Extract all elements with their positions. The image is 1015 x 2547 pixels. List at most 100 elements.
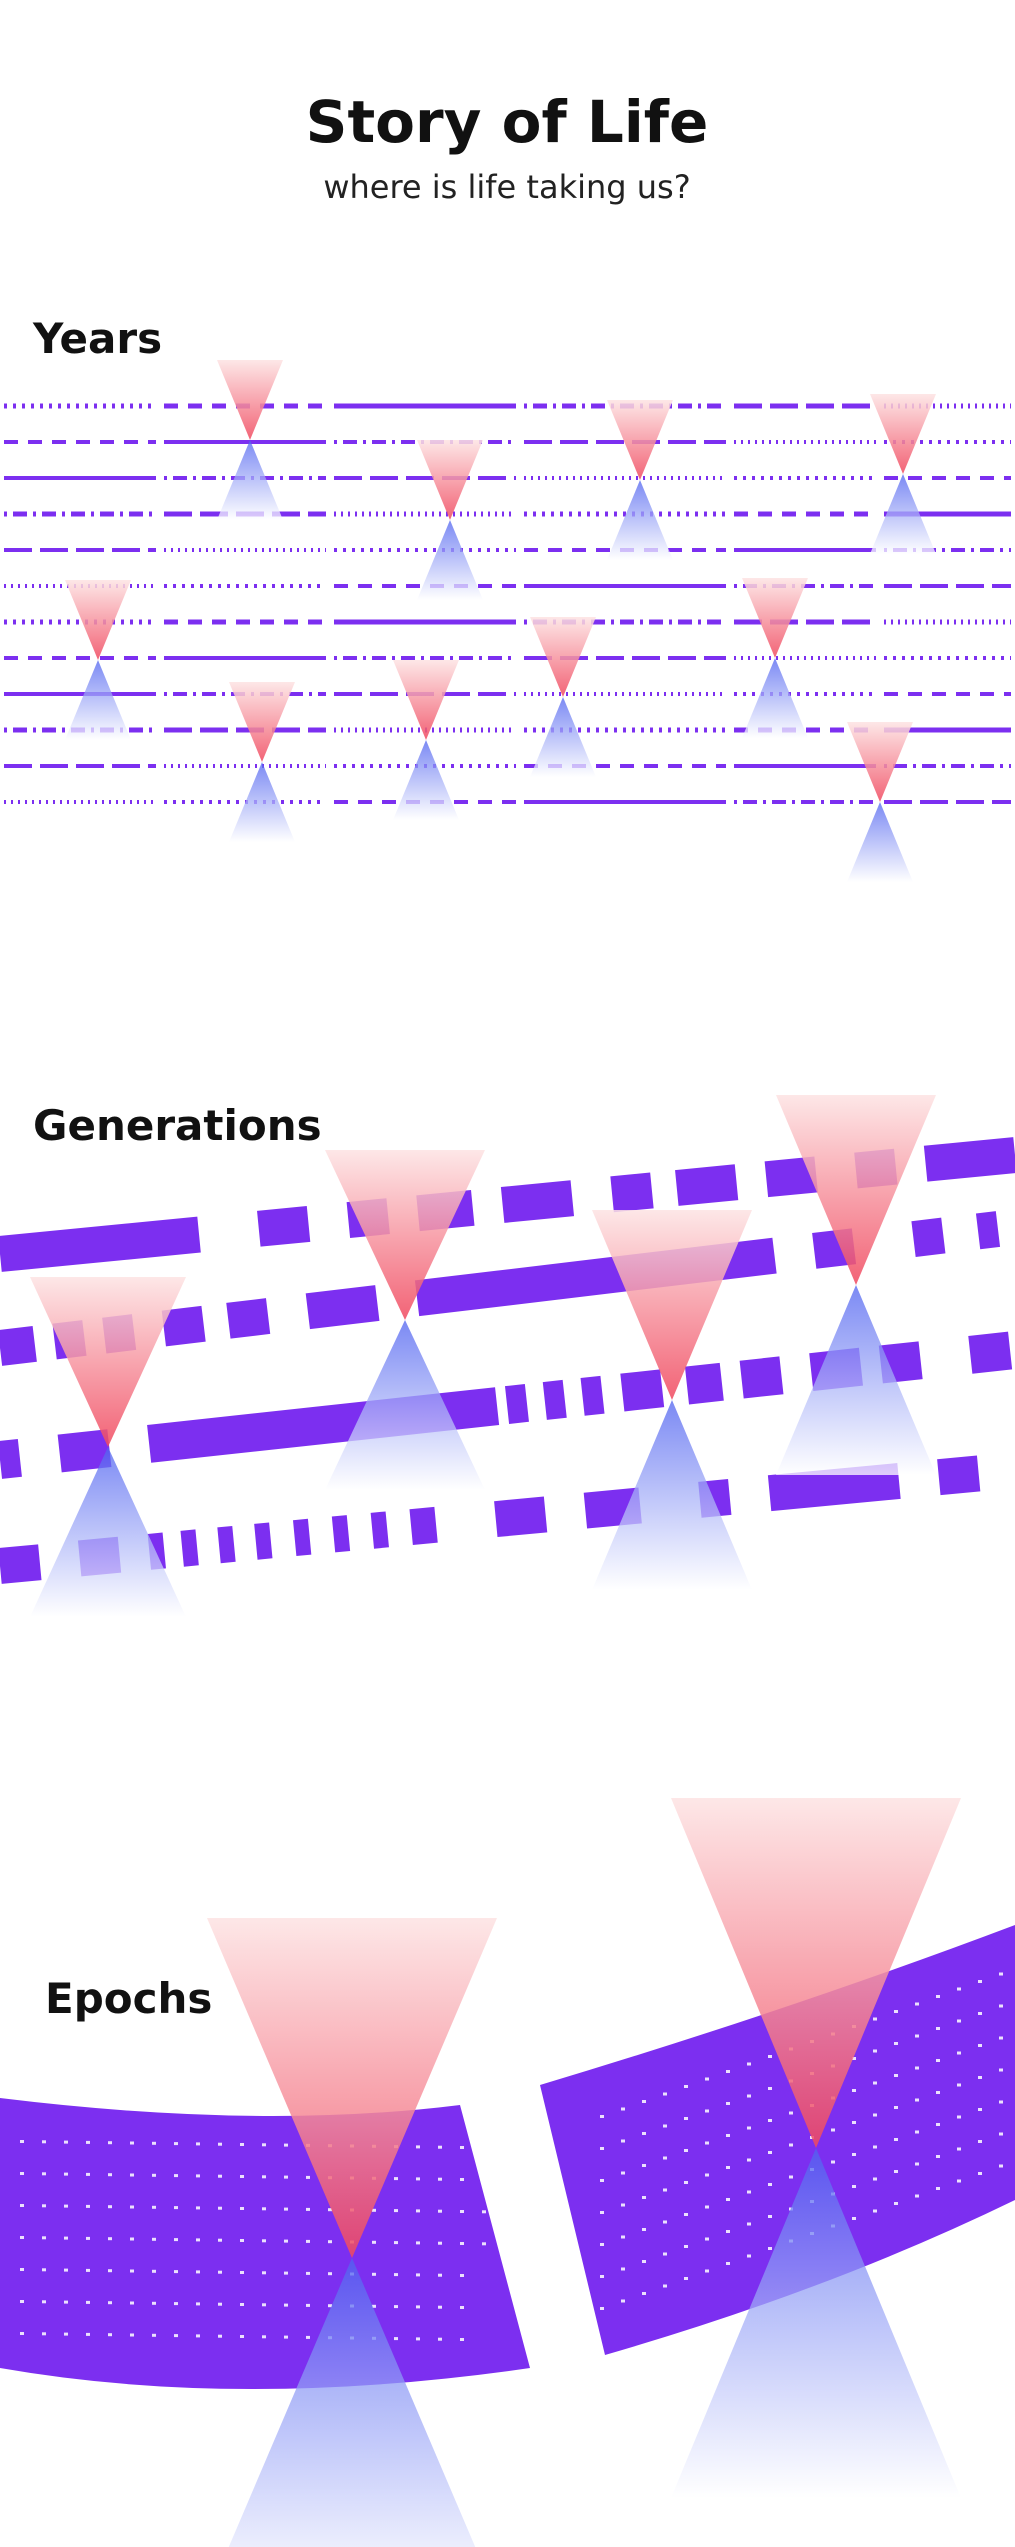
epoch-dot (20, 2204, 24, 2207)
epoch-dot (196, 2142, 200, 2146)
epoch-dot (306, 2207, 310, 2211)
epoch-dot (999, 2132, 1003, 2136)
epoch-dot (328, 2240, 332, 2244)
epoch-dot (600, 2307, 604, 2310)
epoch-dot (705, 2109, 709, 2113)
epoch-dot (482, 2242, 486, 2246)
epoch-dot (768, 2055, 772, 2058)
epoch-dot (663, 2220, 667, 2224)
epoch-dot (642, 2100, 646, 2103)
epoch-dot (262, 2303, 266, 2307)
epoch-dot (894, 2202, 898, 2205)
epoch-dot (600, 2243, 604, 2246)
epoch-dot (684, 2213, 688, 2216)
epoch-dot (957, 1987, 961, 1991)
epoch-dot (306, 2271, 310, 2275)
epoch-dot (768, 2247, 772, 2250)
epoch-dot (684, 2245, 688, 2248)
epoch-dot (64, 2172, 68, 2176)
epoch-dot (42, 2140, 46, 2144)
epoch-dot (999, 2164, 1003, 2168)
epoch-dot (915, 2162, 919, 2166)
epoch-dot (978, 2012, 982, 2015)
hourglass-icon (530, 617, 596, 777)
epoch-dot (438, 2241, 442, 2245)
epoch-dot (642, 2132, 646, 2135)
epoch-dot (978, 2140, 982, 2143)
epoch-dot (42, 2332, 46, 2336)
epoch-dot (852, 2217, 856, 2220)
epoch-dot (600, 2179, 604, 2182)
epoch-dot (894, 2010, 898, 2013)
epoch-dot (915, 2066, 919, 2070)
epoch-dot (394, 2305, 398, 2309)
epoch-dot (284, 2143, 288, 2147)
hourglass-icon (393, 660, 459, 820)
epoch-dot (621, 2299, 625, 2303)
hourglass-icon (776, 1095, 936, 1475)
epoch-dot (999, 1972, 1003, 1976)
epoch-dot (438, 2305, 442, 2309)
epoch-dot (936, 2123, 940, 2126)
epoch-dot (726, 2102, 730, 2105)
epoch-dot (978, 2044, 982, 2047)
epoch-dot (174, 2238, 178, 2242)
epoch-dot (438, 2209, 442, 2213)
epoch-dot (152, 2269, 156, 2273)
hourglass-icon (847, 722, 913, 882)
epoch-dot (394, 2209, 398, 2213)
epoch-dot (240, 2175, 244, 2178)
years-timeline (4, 403, 1011, 804)
epoch-dot (152, 2205, 156, 2209)
epoch-dot (915, 2034, 919, 2038)
epoch-dot (663, 2284, 667, 2288)
epoch-dot (726, 2230, 730, 2233)
epoch-dot (768, 2215, 772, 2218)
epoch-dot (328, 2304, 332, 2308)
epoch-dot (894, 2074, 898, 2077)
epoch-dot (747, 2126, 751, 2130)
epoch-dot (438, 2145, 442, 2149)
epoch-dot (64, 2204, 68, 2208)
epoch-dot (957, 2115, 961, 2119)
epoch-dot (747, 2062, 751, 2066)
epoch-dot (218, 2302, 222, 2306)
epoch-dot (174, 2270, 178, 2274)
epoch-dot (262, 2207, 266, 2211)
epoch-dot (684, 2149, 688, 2152)
epoch-dot (240, 2335, 244, 2338)
epoch-dot (196, 2334, 200, 2338)
hourglass-icon (671, 1798, 961, 2498)
epoch-dot (262, 2143, 266, 2147)
epoch-dot (416, 2209, 420, 2213)
section-label-epochs: Epochs (45, 1974, 212, 2023)
epoch-dot (262, 2271, 266, 2275)
epoch-dot (684, 2117, 688, 2120)
epoch-dot (64, 2300, 68, 2304)
epoch-dot (20, 2140, 24, 2143)
epoch-dot (416, 2145, 420, 2149)
epoch-dot (174, 2206, 178, 2210)
epoch-dot (438, 2177, 442, 2181)
epoch-dot (86, 2172, 90, 2176)
epoch-dot (306, 2303, 310, 2307)
generation-band (0, 1452, 1015, 1584)
epoch-dot (482, 2146, 486, 2150)
epoch-dot (372, 2304, 376, 2308)
epoch-dot (438, 2273, 442, 2277)
epoch-dot (789, 2111, 793, 2115)
epoch-dot (663, 2156, 667, 2160)
epoch-dot (438, 2337, 442, 2341)
epoch-dot (789, 2143, 793, 2147)
epoch-dot (460, 2274, 464, 2277)
epoch-dot (416, 2241, 420, 2245)
generation-band (0, 1137, 1015, 1272)
epoch-dot (108, 2301, 112, 2305)
epoch-dot (372, 2272, 376, 2276)
epoch-dot (394, 2273, 398, 2277)
epoch-dot (108, 2269, 112, 2273)
epoch-dot (460, 2338, 464, 2341)
epoch-dot (86, 2236, 90, 2240)
epoch-dot (262, 2335, 266, 2339)
epoch-dot (460, 2306, 464, 2309)
